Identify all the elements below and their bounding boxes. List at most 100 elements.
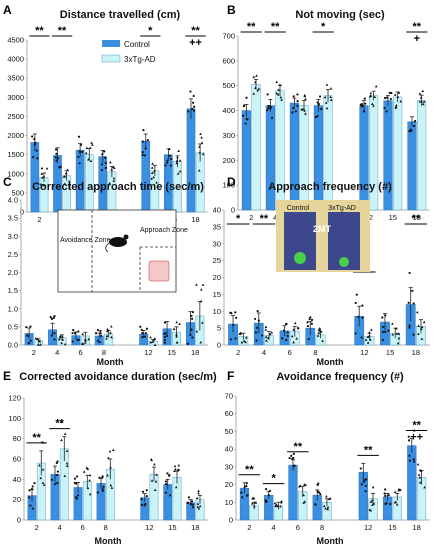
data-point — [37, 343, 40, 346]
data-point — [369, 91, 373, 95]
legend-swatch-tg — [101, 54, 121, 63]
y-tick-label: 2000 — [7, 131, 24, 140]
data-point — [421, 89, 425, 93]
x-tick-label: 2 — [35, 523, 39, 532]
data-point — [246, 118, 249, 121]
data-point — [144, 332, 147, 335]
data-point — [330, 98, 333, 101]
data-point — [54, 148, 58, 151]
data-point — [268, 332, 272, 336]
data-point — [151, 171, 154, 175]
data-point — [90, 141, 93, 144]
data-point — [326, 505, 330, 509]
data-point — [190, 314, 193, 317]
data-point — [110, 168, 113, 171]
data-point — [154, 480, 158, 483]
significance-mark: ** — [271, 21, 280, 33]
x-tick-label: 4 — [272, 523, 276, 532]
data-point — [163, 332, 166, 336]
data-point — [408, 324, 411, 327]
data-point — [266, 93, 269, 96]
data-point — [329, 95, 332, 99]
panel-title: Approach frequency (#) — [268, 181, 392, 193]
bar-control-18 — [407, 445, 417, 521]
data-point — [234, 311, 237, 314]
data-point — [360, 102, 364, 106]
data-point — [242, 104, 246, 107]
data-point — [284, 322, 288, 326]
y-tick-label: 0 — [17, 516, 21, 525]
data-point — [74, 332, 77, 335]
data-point — [197, 491, 200, 495]
data-point — [109, 160, 112, 164]
y-tick-label: 1500 — [7, 150, 24, 159]
data-point — [361, 316, 364, 319]
data-point — [354, 301, 357, 305]
data-point — [412, 302, 415, 305]
data-point — [100, 169, 103, 172]
data-point — [324, 101, 328, 104]
data-point — [264, 335, 268, 339]
data-point — [106, 329, 109, 333]
data-point — [94, 332, 98, 335]
data-point — [307, 337, 310, 341]
data-point — [53, 482, 57, 486]
data-point — [408, 326, 411, 329]
bar-control-18 — [407, 121, 417, 211]
data-point — [369, 509, 373, 512]
significance-mark: * — [271, 473, 276, 485]
significance-mark: ** — [364, 444, 373, 456]
data-point — [326, 507, 330, 511]
y-tick-label: 15 — [213, 290, 221, 299]
data-point — [168, 154, 172, 158]
data-point — [242, 339, 246, 343]
data-point — [418, 468, 422, 472]
data-point — [201, 283, 205, 286]
data-point — [267, 494, 270, 497]
data-point — [88, 473, 92, 477]
y-tick-label: 30 — [225, 462, 233, 471]
data-point — [108, 181, 111, 185]
data-point — [368, 334, 371, 337]
y-tick-label: 0 — [217, 341, 221, 350]
approach-zone-label: Approach Zone — [140, 227, 188, 234]
x-tick-label: 6 — [296, 523, 300, 532]
data-point — [173, 464, 177, 468]
data-point — [39, 343, 42, 346]
data-point — [395, 503, 399, 506]
data-point — [100, 163, 104, 166]
data-point — [354, 332, 357, 335]
data-point — [416, 462, 420, 466]
data-point — [66, 464, 69, 467]
data-point — [79, 143, 83, 146]
data-point — [168, 494, 172, 497]
data-point — [141, 140, 144, 143]
panel-label: F — [227, 369, 234, 383]
bar-tg-2 — [251, 84, 261, 211]
data-point — [109, 483, 113, 487]
y-tick-label: 10 — [213, 307, 221, 316]
data-point — [418, 476, 422, 479]
data-point — [104, 156, 107, 159]
significance-mark: ** — [412, 213, 421, 225]
data-point — [273, 501, 277, 505]
data-point — [67, 180, 71, 183]
data-point — [394, 500, 398, 503]
data-point — [168, 147, 171, 151]
data-point — [144, 502, 147, 506]
data-point — [200, 136, 203, 139]
data-point — [399, 488, 402, 492]
data-point — [64, 171, 68, 175]
data-point — [145, 489, 148, 492]
x-tick-label: 18 — [412, 523, 420, 532]
data-point — [374, 84, 378, 88]
data-point — [303, 109, 306, 112]
data-point — [76, 338, 79, 341]
data-point — [190, 500, 194, 503]
data-point — [234, 337, 237, 340]
data-point — [384, 330, 387, 333]
significance-mark: ** — [294, 441, 303, 453]
data-point — [106, 473, 109, 477]
data-point — [192, 109, 196, 112]
data-point — [325, 494, 328, 498]
